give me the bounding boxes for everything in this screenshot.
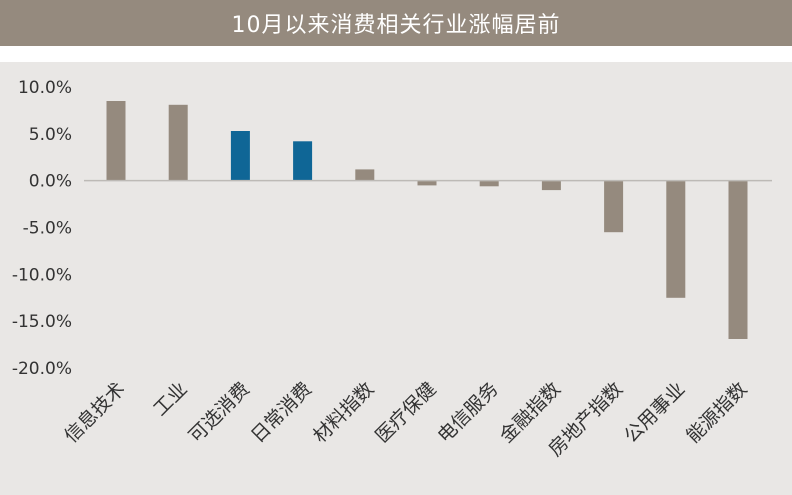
bar-9 xyxy=(604,180,624,233)
bar-3 xyxy=(230,131,250,181)
x-category-label: 可选消费 xyxy=(185,378,254,447)
bar-8 xyxy=(541,180,561,191)
y-tick-label: -10.0% xyxy=(12,265,72,285)
bar-1 xyxy=(106,101,126,181)
y-tick-label: 0.0% xyxy=(29,172,72,192)
x-category-label: 日常消费 xyxy=(247,378,316,447)
bar-6 xyxy=(417,180,437,186)
bar-7 xyxy=(479,180,499,187)
y-tick-label: -15.0% xyxy=(12,312,72,332)
y-tick-label: 5.0% xyxy=(29,125,72,145)
chart-panel xyxy=(0,62,792,495)
x-category-label: 工业 xyxy=(149,378,191,420)
chart-header: 10月以来消费相关行业涨幅居前 xyxy=(0,0,792,46)
y-tick-label: -5.0% xyxy=(23,219,72,239)
bar-10 xyxy=(666,180,686,298)
y-tick-label: -20.0% xyxy=(12,359,72,379)
header-gap xyxy=(0,46,792,62)
y-tick-label: 10.0% xyxy=(18,78,72,98)
x-category-label: 材料指数 xyxy=(309,378,378,447)
chart-title: 10月以来消费相关行业涨幅居前 xyxy=(231,13,561,38)
x-category-label: 能源指数 xyxy=(682,378,751,447)
x-category-label: 信息技术 xyxy=(60,378,129,447)
x-category-label: 电信服务 xyxy=(433,378,502,447)
bar-5 xyxy=(355,169,375,181)
bar-11 xyxy=(728,180,748,339)
x-category-label: 公用事业 xyxy=(620,378,689,447)
bar-2 xyxy=(168,104,188,181)
x-category-label: 医疗保健 xyxy=(371,378,440,447)
bar-4 xyxy=(293,141,313,181)
